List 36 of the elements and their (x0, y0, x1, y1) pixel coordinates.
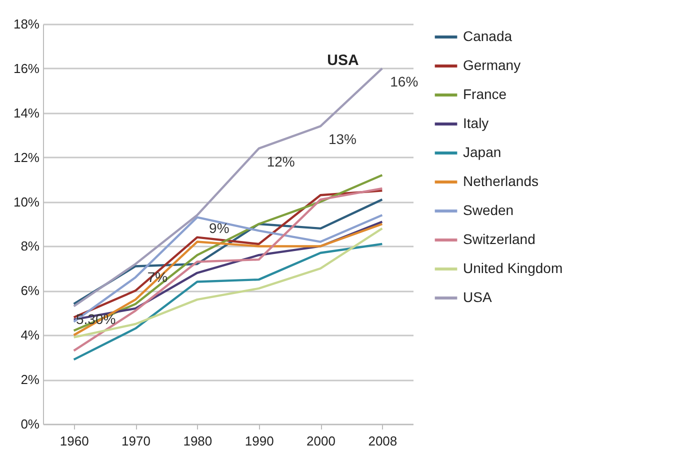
y-tick-label: 0% (20, 416, 40, 432)
y-tick-label: 18% (13, 16, 40, 32)
legend-label: USA (463, 289, 492, 305)
y-tick-label: 8% (20, 238, 40, 254)
y-tick-label: 16% (13, 60, 40, 76)
line-series (72, 198, 384, 306)
legend-label: Italy (463, 115, 489, 131)
data-label: 12% (266, 153, 295, 170)
y-tick-label: 12% (13, 150, 40, 165)
legend-label: Switzerland (463, 231, 536, 247)
legend-label: Germany (463, 57, 521, 73)
x-tick-label: 1980 (183, 434, 212, 448)
legend-label: Japan (463, 144, 502, 160)
annotation: USA (327, 52, 359, 69)
y-tick-label: 4% (20, 328, 40, 343)
y-tick-label: 2% (20, 372, 40, 388)
x-tick-label: 1970 (122, 434, 150, 448)
x-tick-label: 1960 (60, 434, 89, 448)
legend-label: Canada (463, 28, 512, 44)
y-tick-label: 6% (20, 283, 40, 298)
line-series (72, 67, 384, 308)
x-tick-label: 2000 (306, 434, 336, 448)
data-label: 13% (328, 131, 357, 148)
y-tick-label: 10% (13, 194, 40, 210)
x-tick-label: 1990 (244, 434, 274, 448)
legend-label: Netherlands (463, 173, 538, 189)
x-tick-label: 2008 (368, 434, 398, 448)
legend-label: Sweden (463, 202, 514, 218)
y-tick-label: 14% (13, 105, 40, 120)
line-series (72, 242, 384, 361)
legend-label: France (463, 86, 507, 102)
legend-label: United Kingdom (463, 260, 563, 276)
data-label: 16% (390, 73, 418, 90)
line-series (72, 187, 384, 352)
line-series (72, 174, 384, 332)
data-label: 9% (209, 220, 230, 236)
